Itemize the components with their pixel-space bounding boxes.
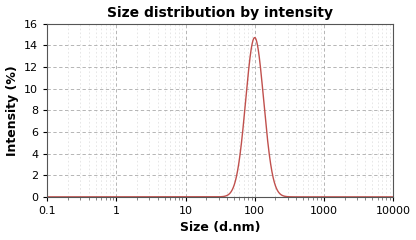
Title: Size distribution by intensity: Size distribution by intensity — [107, 6, 333, 19]
X-axis label: Size (d.nm): Size (d.nm) — [180, 222, 260, 234]
Y-axis label: Intensity (%): Intensity (%) — [5, 65, 19, 156]
